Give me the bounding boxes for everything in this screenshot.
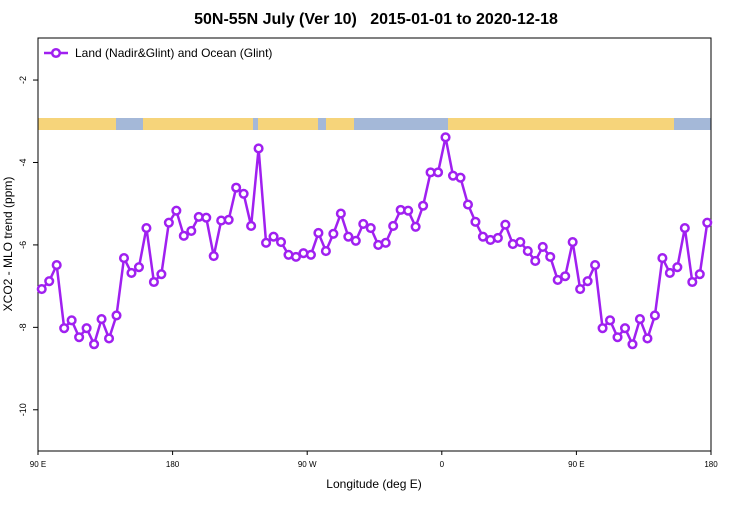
x-axis-label: Longitude (deg E) xyxy=(326,477,421,491)
data-point xyxy=(328,228,339,239)
y-tick-label: -10 xyxy=(18,403,28,416)
data-point xyxy=(679,222,690,234)
data-point xyxy=(687,276,698,288)
x-tick-label: 90 E xyxy=(30,460,46,469)
data-point xyxy=(694,269,705,280)
data-point xyxy=(231,182,242,193)
data-point xyxy=(410,221,421,232)
chart-title: 50N-55N July (Ver 10) 2015-01-01 to 2020… xyxy=(194,11,558,28)
land-ocean-strip xyxy=(38,118,711,130)
data-point xyxy=(59,323,70,334)
y-tick-label: -4 xyxy=(18,158,28,166)
data-point xyxy=(74,332,85,343)
data-point xyxy=(522,246,533,257)
data-point xyxy=(81,323,92,334)
data-point xyxy=(171,205,182,216)
data-point xyxy=(702,217,713,228)
data-point xyxy=(537,241,548,253)
data-point xyxy=(642,333,653,344)
data-point xyxy=(567,236,578,248)
data-point xyxy=(365,222,376,234)
x-tick-label: 90 W xyxy=(298,460,317,469)
data-point xyxy=(582,276,593,287)
data-point xyxy=(51,260,62,271)
data-point xyxy=(261,237,272,248)
legend-label: Land (Nadir&Glint) and Ocean (Glint) xyxy=(75,46,272,60)
data-point xyxy=(358,218,369,229)
data-point xyxy=(36,283,47,295)
data-point xyxy=(350,235,361,246)
x-tick-label: 0 xyxy=(440,460,445,469)
data-point xyxy=(560,271,571,282)
y-tick-label: -6 xyxy=(18,241,28,249)
data-point xyxy=(619,323,631,334)
data-point xyxy=(343,231,354,242)
data-point xyxy=(141,222,152,234)
data-point xyxy=(515,236,526,248)
data-point xyxy=(320,246,331,257)
data-point xyxy=(126,267,137,278)
data-point xyxy=(590,260,601,271)
data-point xyxy=(111,310,122,321)
x-tick-label: 90 E xyxy=(568,460,584,469)
data-point xyxy=(612,332,623,343)
data-point xyxy=(649,310,660,321)
data-point xyxy=(148,276,159,288)
data-point xyxy=(418,200,429,211)
data-point xyxy=(664,267,675,278)
data-point xyxy=(545,251,556,262)
legend-marker xyxy=(50,47,62,59)
data-point xyxy=(246,220,257,232)
data-point xyxy=(634,314,646,325)
data-point xyxy=(492,232,503,243)
data-point xyxy=(290,251,302,262)
data-point xyxy=(44,276,55,287)
data-point xyxy=(96,314,107,325)
data-point xyxy=(275,236,287,248)
data-point xyxy=(133,262,144,273)
data-point xyxy=(118,253,130,264)
y-axis-label: XCO2 - MLO trend (ppm) xyxy=(1,177,15,312)
data-point xyxy=(313,227,324,239)
data-point xyxy=(672,262,683,273)
data-point xyxy=(605,315,616,326)
data-point xyxy=(530,255,541,267)
data-point xyxy=(178,230,189,241)
data-point xyxy=(470,216,481,227)
data-point xyxy=(388,220,399,232)
data-point xyxy=(186,225,197,236)
data-point xyxy=(201,212,212,223)
data-point xyxy=(500,219,511,230)
data-point xyxy=(268,231,279,242)
data-point xyxy=(433,167,444,178)
x-tick-label: 180 xyxy=(166,460,180,469)
data-point xyxy=(597,323,608,334)
data-point xyxy=(156,269,167,280)
data-point xyxy=(335,208,346,219)
data-point xyxy=(380,237,391,248)
data-point xyxy=(223,214,234,225)
data-point xyxy=(66,315,77,326)
y-tick-label: -8 xyxy=(18,323,28,331)
data-point xyxy=(462,199,474,210)
y-tick-label: -2 xyxy=(18,76,28,84)
data-point xyxy=(208,250,219,262)
data-point xyxy=(253,143,264,154)
data-point xyxy=(455,172,466,183)
data-point xyxy=(440,132,451,143)
data-point xyxy=(103,333,115,344)
data-point xyxy=(238,188,249,199)
data-point xyxy=(575,283,586,295)
x-tick-label: 180 xyxy=(704,460,718,469)
data-point xyxy=(305,249,316,260)
data-point xyxy=(657,253,668,264)
data-point xyxy=(552,274,563,285)
data-point xyxy=(627,339,638,350)
data-point xyxy=(403,205,414,216)
data-point xyxy=(163,217,174,228)
series-line xyxy=(40,137,709,348)
data-point xyxy=(89,339,100,350)
